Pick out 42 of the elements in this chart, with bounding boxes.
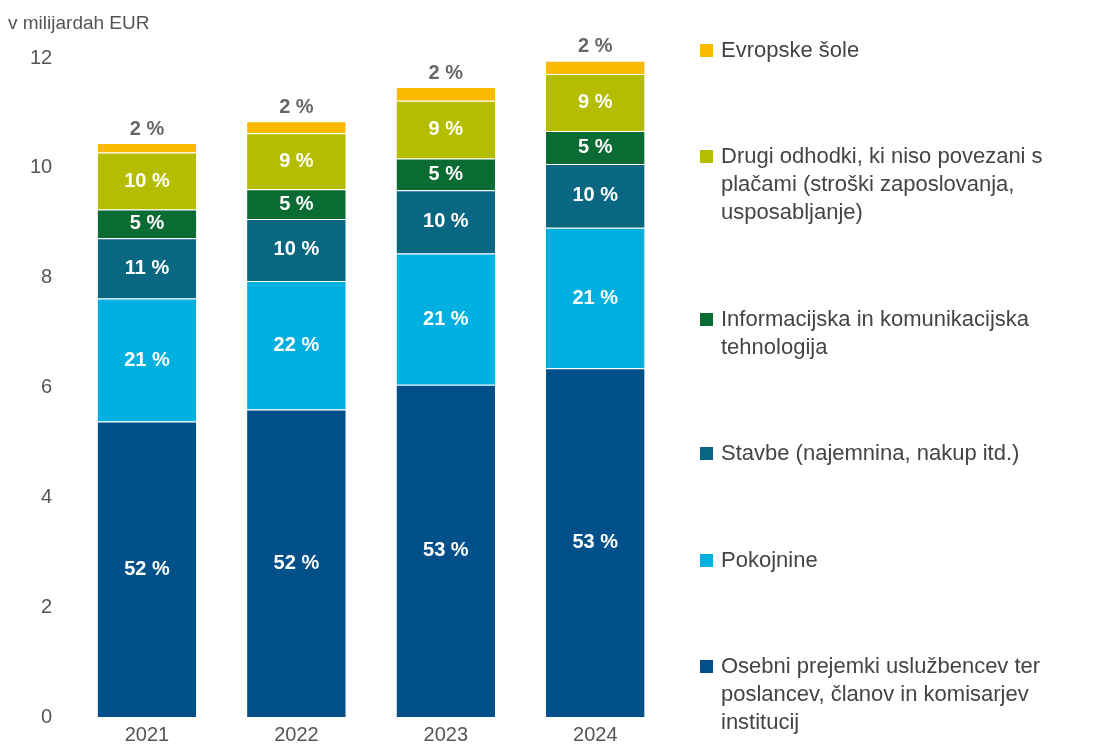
annotation: 53 % xyxy=(572,530,619,553)
y-tick-label: 10 xyxy=(30,155,53,178)
annotation: 2 % xyxy=(578,34,613,57)
legend-label: Pokojnine xyxy=(721,545,818,574)
annotation: 5 % xyxy=(428,161,464,184)
y-tick-label: 2 xyxy=(41,594,53,617)
legend-label: Stavbe (najemnina, nakup itd.) xyxy=(721,439,1020,468)
legend-label: Drugi odhodki, ki niso povezani s plačami (stroški zaposlovanja, usposabljanje) xyxy=(721,142,1044,227)
annotation: 52 % xyxy=(273,550,320,573)
annotation: 10 % xyxy=(124,168,170,191)
annotation: 2 % xyxy=(279,94,314,117)
annotation: 10 % xyxy=(273,237,320,260)
annotation: 11 % xyxy=(124,255,170,278)
y-tick-label: 6 xyxy=(41,375,53,398)
annotation: 10 % xyxy=(572,183,619,206)
legend-label: Evropske šole xyxy=(721,36,860,64)
annotation: 2 % xyxy=(129,116,165,139)
legend-label: Osebni prejemki uslužbencev ter poslancev, članov in komisarjev institucij xyxy=(721,651,1042,736)
annotation: 9 % xyxy=(578,90,613,112)
annotation: 10 % xyxy=(423,209,469,232)
annotation: 9 % xyxy=(279,148,314,171)
x-tick-label: 2021 xyxy=(124,722,170,745)
annotation: 21 % xyxy=(572,285,619,308)
annotation: 22 % xyxy=(273,332,320,355)
annotation: 5 % xyxy=(129,211,165,234)
y-tick-label: 0 xyxy=(41,704,53,727)
annotation: 53 % xyxy=(423,538,469,561)
annotation: 52 % xyxy=(124,556,170,579)
y-tick-label: 4 xyxy=(41,484,53,507)
x-tick-label: 2023 xyxy=(423,722,469,745)
annotation: 9 % xyxy=(428,117,464,140)
x-tick-label: 2022 xyxy=(274,722,319,745)
x-tick-label: 2024 xyxy=(573,722,618,745)
legend-label: Informacijska in komunikacijska tehnologija xyxy=(721,304,1031,361)
annotation: 5 % xyxy=(279,191,314,214)
y-axis-title: v milijardah EUR xyxy=(8,12,150,34)
y-tick-label: 12 xyxy=(30,45,53,68)
annotation: 2 % xyxy=(428,60,464,83)
annotation: 21 % xyxy=(124,347,170,370)
annotation: 21 % xyxy=(423,306,469,329)
y-tick-label: 8 xyxy=(41,265,53,288)
annotation: 5 % xyxy=(578,135,613,158)
